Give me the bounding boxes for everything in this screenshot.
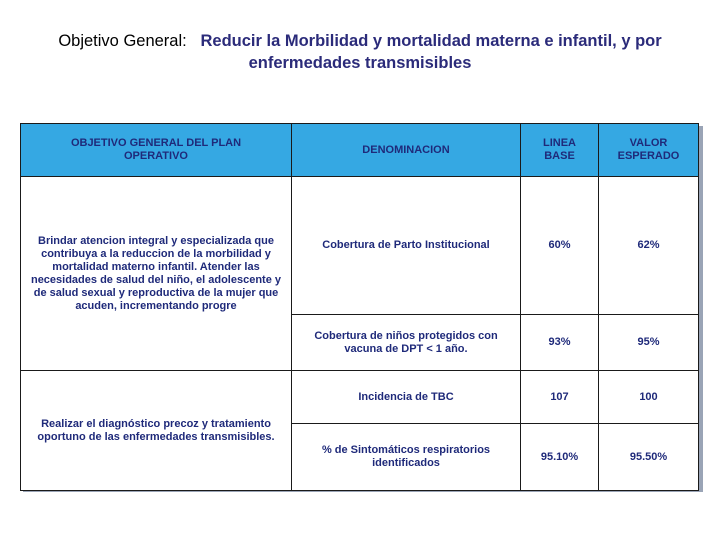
objetivo-cell: Brindar atencion integral y especializad…	[20, 176, 292, 371]
denominacion-cell: Cobertura de niños protegidos con vacuna…	[291, 314, 521, 371]
header-objetivo: OBJETIVO GENERAL DEL PLAN OPERATIVO	[20, 123, 292, 177]
table-row: Brindar atencion integral y especializad…	[20, 176, 699, 371]
heading-text-line-1: Reducir la Morbilidad y mortalidad mater…	[200, 32, 662, 50]
header-denominacion: DENOMINACION	[291, 123, 521, 177]
heading-line-1: Objetivo General: Reducir la Morbilidad …	[0, 30, 720, 52]
heading-label: Objetivo General:	[58, 32, 187, 50]
page-heading: Objetivo General: Reducir la Morbilidad …	[0, 30, 720, 74]
linea-base-cell: 95.10%	[520, 423, 599, 491]
linea-base-cell: 60%	[520, 176, 599, 315]
valor-esperado-cell: 100	[598, 370, 699, 424]
denominacion-cell: Cobertura de Parto Institucional	[291, 176, 521, 315]
plan-table: OBJETIVO GENERAL DEL PLAN OPERATIVO DENO…	[20, 123, 699, 491]
table-row: % de Sintomáticos respiratorios identifi…	[21, 423, 699, 491]
denominacion-cell: % de Sintomáticos respiratorios identifi…	[291, 423, 521, 491]
objetivo-cell: Realizar el diagnóstico precoz y tratami…	[20, 370, 292, 491]
valor-esperado-cell: 95.50%	[598, 423, 699, 491]
table-row: Cobertura de niños protegidos con vacuna…	[21, 314, 699, 371]
denominacion-cell: Incidencia de TBC	[291, 370, 521, 424]
table-row: Realizar el diagnóstico precoz y tratami…	[20, 370, 699, 491]
heading-text-line-2: enfermedades transmisibles	[248, 54, 472, 72]
header-linea-base: LINEA BASE	[520, 123, 599, 177]
header-valor-esperado: VALOR ESPERADO	[598, 123, 699, 177]
linea-base-cell: 107	[520, 370, 599, 424]
valor-esperado-cell: 95%	[598, 314, 699, 371]
table-header-row: OBJETIVO GENERAL DEL PLAN OPERATIVO DENO…	[20, 123, 699, 177]
valor-esperado-cell: 62%	[598, 176, 699, 315]
linea-base-cell: 93%	[520, 314, 599, 371]
